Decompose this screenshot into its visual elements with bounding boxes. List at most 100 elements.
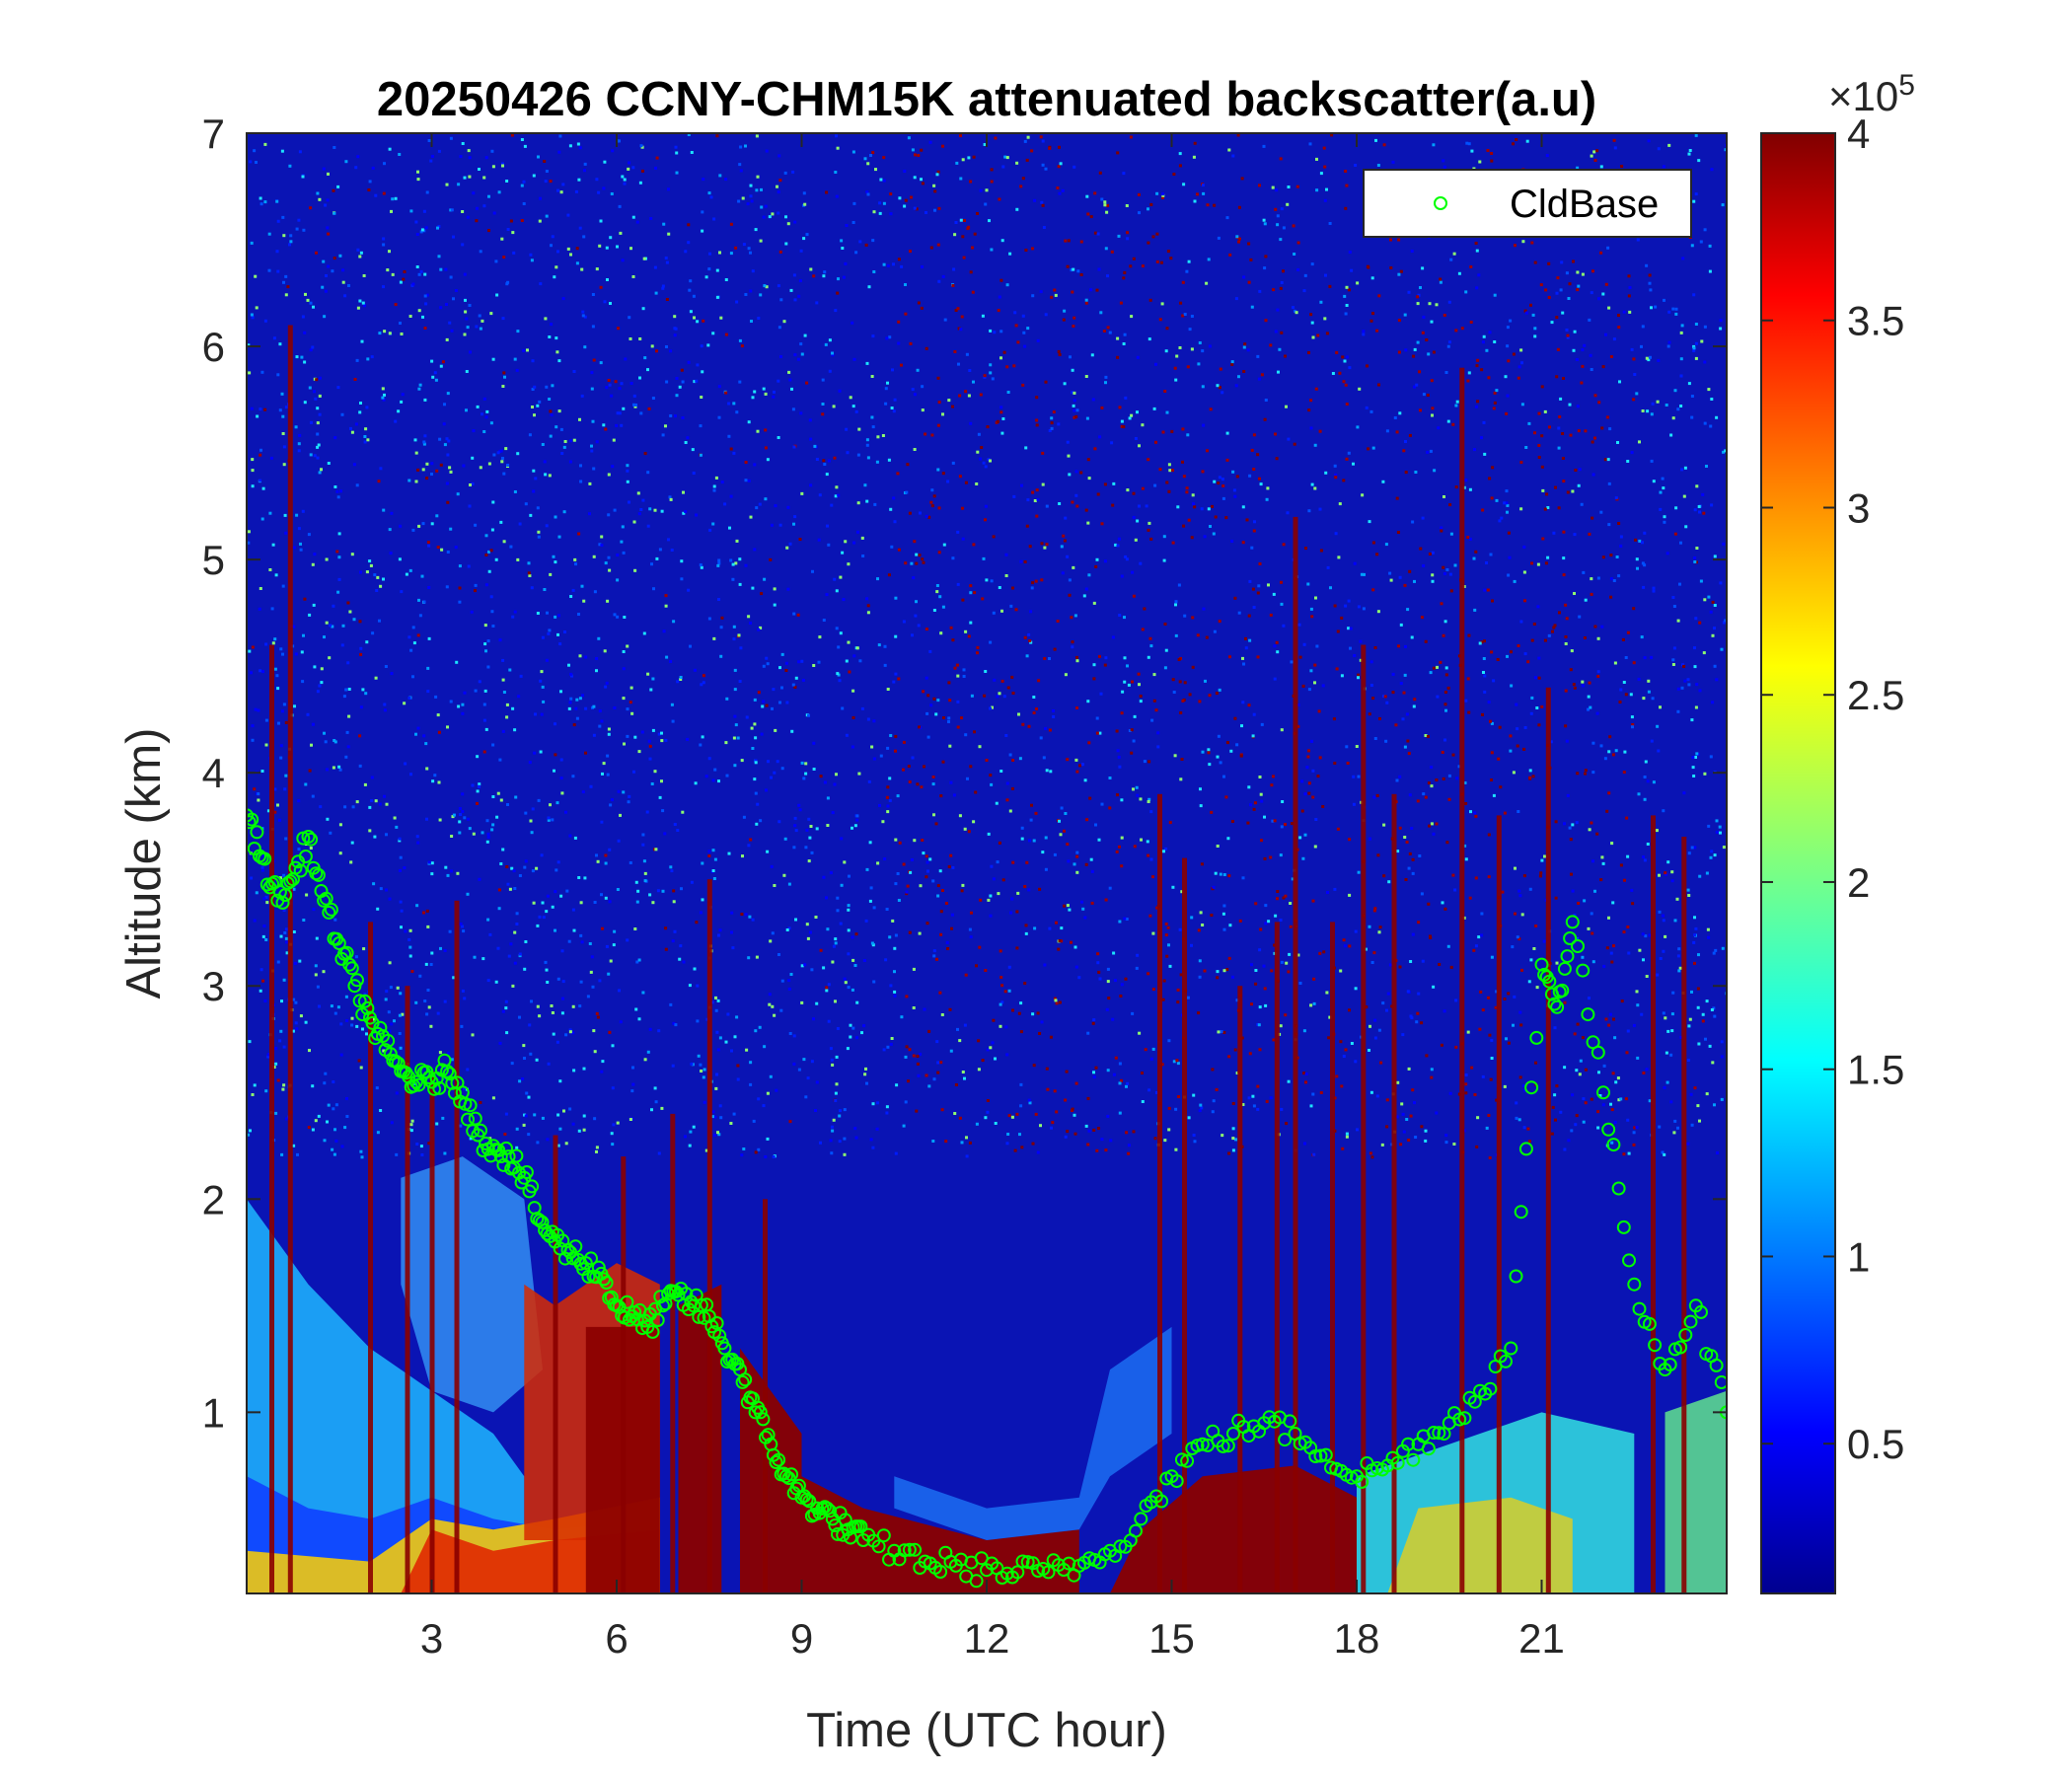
- noise-pixel: [1058, 191, 1062, 195]
- noise-pixel: [660, 731, 663, 735]
- noise-pixel: [942, 716, 945, 719]
- noise-pixel: [1289, 925, 1293, 928]
- noise-pixel: [512, 251, 516, 255]
- noise-pixel: [582, 1067, 586, 1071]
- noise-pixel: [566, 213, 570, 217]
- noise-pixel: [554, 753, 557, 757]
- noise-pixel: [532, 901, 536, 905]
- noise-pixel: [522, 180, 526, 184]
- noise-pixel: [872, 757, 876, 761]
- noise-pixel: [277, 721, 280, 725]
- noise-pixel: [911, 148, 915, 152]
- noise-pixel: [953, 233, 957, 237]
- noise-pixel: [729, 447, 733, 451]
- noise-pixel: [1676, 1126, 1679, 1130]
- noise-pixel: [1313, 486, 1317, 490]
- noise-pixel: [648, 1027, 652, 1031]
- noise-pixel: [1141, 1072, 1144, 1074]
- noise-pixel: [1033, 198, 1037, 202]
- noise-pixel: [1447, 774, 1451, 777]
- noise-pixel: [1190, 536, 1194, 540]
- noise-pixel: [468, 175, 472, 179]
- noise-pixel: [1136, 519, 1140, 523]
- noise-pixel: [654, 291, 658, 295]
- noise-pixel: [260, 868, 264, 872]
- noise-pixel: [865, 190, 869, 193]
- noise-pixel: [420, 228, 424, 232]
- noise-pixel: [960, 889, 964, 893]
- noise-pixel: [1028, 839, 1031, 843]
- noise-pixel: [753, 390, 757, 394]
- noise-pixel: [1063, 382, 1067, 386]
- noise-pixel: [1008, 753, 1012, 757]
- noise-pixel: [1123, 616, 1126, 620]
- noise-pixel: [1715, 819, 1719, 823]
- noise-pixel: [1045, 1067, 1049, 1071]
- noise-pixel: [1039, 290, 1043, 294]
- noise-pixel: [382, 237, 386, 241]
- noise-pixel: [877, 643, 881, 647]
- noise-pixel: [612, 1123, 616, 1127]
- noise-pixel: [1297, 623, 1301, 627]
- noise-pixel: [718, 928, 722, 932]
- noise-pixel: [569, 439, 572, 443]
- noise-pixel: [1565, 271, 1569, 275]
- noise-pixel: [695, 513, 699, 517]
- noise-pixel: [1034, 579, 1038, 583]
- noise-pixel: [593, 1050, 597, 1054]
- noise-pixel: [316, 191, 320, 195]
- noise-pixel: [551, 905, 555, 909]
- noise-pixel: [1352, 462, 1355, 466]
- noise-pixel: [962, 668, 966, 672]
- noise-pixel: [499, 798, 503, 802]
- noise-pixel: [1652, 586, 1656, 590]
- noise-pixel: [617, 327, 620, 331]
- noise-pixel: [604, 427, 608, 431]
- noise-pixel: [1120, 419, 1124, 423]
- noise-pixel: [1098, 171, 1102, 175]
- noise-pixel: [1576, 166, 1580, 170]
- noise-pixel: [673, 333, 677, 337]
- noise-pixel: [1012, 364, 1016, 368]
- noise-pixel: [520, 184, 524, 187]
- noise-pixel: [1474, 550, 1478, 554]
- noise-pixel: [345, 1019, 349, 1022]
- noise-pixel: [383, 794, 386, 798]
- noise-pixel: [921, 182, 925, 185]
- noise-pixel: [1151, 988, 1155, 992]
- noise-pixel: [1618, 380, 1621, 384]
- noise-pixel: [1228, 655, 1231, 659]
- noise-pixel: [1050, 295, 1054, 299]
- noise-pixel: [1604, 282, 1608, 286]
- noise-pixel: [537, 798, 541, 802]
- noise-pixel: [482, 750, 486, 754]
- noise-pixel: [559, 777, 563, 780]
- noise-pixel: [1643, 563, 1647, 567]
- noise-pixel: [1296, 241, 1300, 245]
- noise-pixel: [485, 819, 489, 823]
- noise-pixel: [600, 893, 603, 897]
- noise-pixel: [1576, 288, 1580, 292]
- noise-pixel: [274, 1062, 278, 1066]
- noise-pixel: [1440, 529, 1443, 533]
- noise-pixel: [1041, 451, 1045, 455]
- noise-pixel: [262, 897, 266, 901]
- noise-pixel: [704, 775, 708, 778]
- noise-pixel: [1155, 232, 1159, 236]
- noise-pixel: [1710, 1008, 1714, 1011]
- noise-pixel: [502, 691, 506, 694]
- noise-pixel: [1371, 697, 1375, 701]
- noise-pixel: [942, 543, 946, 547]
- noise-pixel: [1298, 836, 1302, 840]
- noise-pixel: [749, 1082, 753, 1086]
- noise-pixel: [715, 134, 719, 138]
- noise-pixel: [1562, 530, 1566, 534]
- noise-pixel: [908, 1048, 912, 1052]
- noise-pixel: [1371, 446, 1375, 450]
- noise-pixel: [784, 215, 787, 219]
- noise-pixel: [1705, 999, 1709, 1003]
- noise-pixel: [383, 708, 387, 712]
- noise-pixel: [1499, 785, 1503, 789]
- noise-pixel: [518, 952, 522, 956]
- noise-pixel: [323, 635, 326, 639]
